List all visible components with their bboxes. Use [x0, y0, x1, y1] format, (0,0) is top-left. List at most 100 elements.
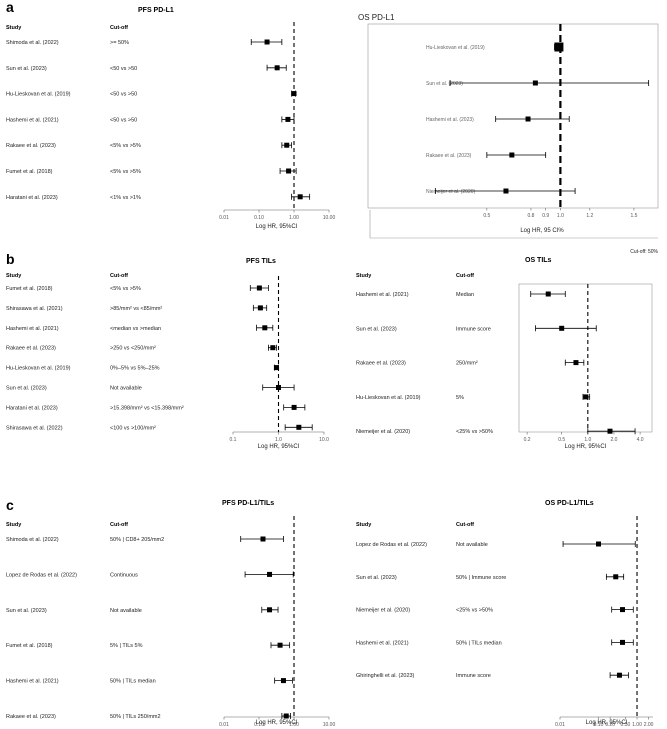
pfs_tils-hr-point	[291, 404, 297, 410]
pfs_tils-tick-label: 0.1	[230, 437, 237, 443]
pfs_tils-row-cutoff: 0%–5% vs 5%–25%	[110, 366, 160, 372]
os_tils-header-cutoff: Cut-off	[456, 273, 474, 279]
os_pdl1-hr-point	[509, 152, 515, 158]
os_tils-row-study: Hashemi et al. (2021)	[356, 292, 409, 298]
pfs_tils-x-label: Log HR, 95%CI	[258, 444, 300, 450]
pfs_tils-row-study: Sun et al. (2023)	[6, 386, 47, 392]
os_tils-frame	[518, 283, 653, 433]
os_pdl1_tils-row-cutoff: <25% vs >50%	[456, 608, 493, 614]
os_pdl1_tils-tick-label: 0.01	[555, 722, 565, 728]
os_tils-hr-point	[583, 394, 589, 400]
pfs_pdl1-row-cutoff: <1% vs >1%	[110, 195, 141, 201]
pfs_pdl1_tils-row-study: Rakaee et al. (2023)	[6, 714, 56, 720]
pfs_pdl1-row-cutoff: <5% vs >5%	[110, 169, 141, 175]
pfs_pdl1-hr-point	[264, 39, 270, 45]
os_tils-header-study: Study	[356, 273, 372, 279]
pfs_pdl1-row-cutoff: <5% vs >5%	[110, 143, 141, 149]
pfs_pdl1_tils-x-label: Log HR, 95%CI	[256, 720, 298, 726]
os_pdl1_tils-tick-label: 0.20	[605, 722, 615, 728]
pfs_tils-title: PFS TILs	[246, 258, 276, 265]
pfs_pdl1_tils-hr-point	[283, 713, 289, 719]
pfs_tils-row-cutoff: Not available	[110, 386, 142, 392]
os_pdl1_tils-tick-label: 1.00	[632, 722, 642, 728]
pfs_tils-tick-label: 1.0	[275, 437, 282, 443]
os_pdl1-row-study: Rakaee et al. (2023)	[426, 153, 472, 159]
pfs_pdl1_tils-tick-label: 10.00	[323, 722, 336, 728]
os_pdl1_tils-tick-label: 2.00	[644, 722, 654, 728]
pfs_pdl1-hr-point	[274, 65, 280, 71]
pfs_pdl1-hr-point	[297, 194, 303, 200]
os_pdl1-title: OS PD-L1	[358, 13, 395, 22]
pfs_tils-row-cutoff: >15.398/mm² vs <15.398/mm²	[110, 405, 184, 411]
os_pdl1_tils-hr-point	[616, 672, 622, 678]
pfs_pdl1_tils-row-cutoff: Not available	[110, 608, 142, 614]
os_tils-row-study: Sun et al. (2023)	[356, 326, 397, 332]
pfs_tils-row-cutoff: <100 vs >100/mm²	[110, 425, 156, 431]
os_pdl1-tick-label: 0.8	[527, 213, 534, 219]
pfs_tils-header-study: Study	[6, 273, 22, 279]
pfs_pdl1-row-study: Shimoda et al. (2022)	[6, 40, 59, 46]
os_pdl1-row-study: Hashemi et al. (2023)	[426, 117, 474, 123]
pfs_pdl1_tils-hr-point	[267, 571, 273, 577]
pfs_pdl1_tils-row-study: Fumet et al. (2018)	[6, 643, 53, 649]
pfs_tils-row-cutoff: >250 vs <250/mm²	[110, 346, 156, 352]
pfs_tils-row-study: Haratani et al. (2023)	[6, 405, 58, 411]
os_pdl1-tick-label: 1.5	[630, 213, 637, 219]
os_tils-hr-point	[559, 325, 565, 331]
pfs_pdl1_tils-row-cutoff: 5% | TILs 5%	[110, 643, 143, 649]
os_tils-title: OS TILs	[525, 257, 552, 264]
pfs_tils-row-study: Hashemi et al. (2021)	[6, 326, 59, 332]
pfs_tils-row-cutoff: <median vs >median	[110, 326, 161, 332]
os_pdl1_tils-row-cutoff: Immune score	[456, 673, 491, 679]
os_pdl1_tils-x-label: Log HR, 95%CI	[586, 720, 628, 726]
os_tils-row-study: Niemeijer et al. (2020)	[356, 429, 410, 435]
pfs_pdl1_tils-header-cutoff: Cut-off	[110, 522, 128, 528]
os_tils-row-cutoff: Median	[456, 292, 474, 298]
os_tils-x-label: Log HR, 95%CI	[565, 444, 607, 450]
os_pdl1_tils-row-cutoff: 50% | TILs median	[456, 640, 502, 646]
pfs_pdl1-row-cutoff: <50 vs >50	[110, 117, 137, 123]
pfs_pdl1-header-study: Study	[6, 25, 22, 31]
os_pdl1-tick-label: 0.5	[483, 213, 490, 219]
os_pdl1-frame	[367, 23, 659, 209]
pfs_tils-tick-label: 10.0	[319, 437, 329, 443]
pfs_tils-hr-point	[262, 325, 268, 331]
os_pdl1_tils-hr-point	[620, 607, 626, 613]
pfs_pdl1-row-cutoff: >= 50%	[110, 40, 129, 46]
os_tils-tick-label: 0.5	[558, 437, 565, 443]
os_tils-tick-label: 2.0	[610, 437, 617, 443]
pfs_pdl1_tils-row-cutoff: 50% | TILs median	[110, 679, 156, 685]
os_pdl1_tils-hr-point	[613, 574, 619, 580]
os_tils-hr-point	[573, 360, 579, 366]
panel-label-c: c	[6, 497, 14, 513]
os_tils-row-cutoff: <25% vs >50%	[456, 429, 493, 435]
pfs_tils-row-cutoff: >85/mm² vs <85/mm²	[110, 306, 162, 312]
pfs_pdl1_tils-row-cutoff: 50% | TILs 250/mm2	[110, 714, 161, 720]
pfs_pdl1_tils-hr-point	[267, 607, 273, 613]
os_tils-row-study: Rakaee et al. (2023)	[356, 361, 406, 367]
pfs_pdl1-x-label: Log HR, 95%CI	[256, 224, 298, 230]
os_pdl1_tils-row-study: Lopez de Rodas et al. (2022)	[356, 542, 427, 548]
os_pdl1-tick-label: 1.0	[557, 213, 564, 219]
pfs_pdl1_tils-hr-point	[260, 536, 266, 542]
pfs_pdl1_tils-row-cutoff: Continuous	[110, 572, 138, 578]
os_pdl1_tils-title: OS PD-L1/TILs	[545, 500, 594, 507]
pfs_pdl1_tils-row-study: Hashemi et al. (2021)	[6, 679, 59, 685]
pfs_pdl1_tils-hr-point	[277, 642, 283, 648]
pfs_tils-row-study: Hu-Lieskovan et al. (2019)	[6, 366, 71, 372]
pfs_tils-row-study: Shirasawa et al. (2021)	[6, 306, 63, 312]
os_pdl1-hr-point	[554, 42, 564, 52]
os_pdl1_tils-tick-label: 0.10	[594, 722, 604, 728]
pfs_pdl1_tils-row-study: Shimoda et al. (2022)	[6, 537, 59, 543]
pfs_pdl1_tils-row-study: Lopez de Rodas et al. (2022)	[6, 572, 77, 578]
pfs_pdl1-hr-point	[285, 116, 291, 122]
os_pdl1-hr-point	[532, 80, 538, 86]
pfs_tils-row-study: Shirasawa et al. (2022)	[6, 425, 63, 431]
os_tils-hr-point	[545, 291, 551, 297]
os_pdl1-hr-point	[525, 116, 531, 122]
os_pdl1-row-study: Niemeijer et al. (2020)	[426, 189, 476, 195]
pfs_pdl1-row-cutoff: <50 vs >50	[110, 66, 137, 72]
pfs_pdl1_tils-tick-label: 0.01	[219, 722, 229, 728]
pfs_tils-hr-point	[273, 365, 279, 371]
